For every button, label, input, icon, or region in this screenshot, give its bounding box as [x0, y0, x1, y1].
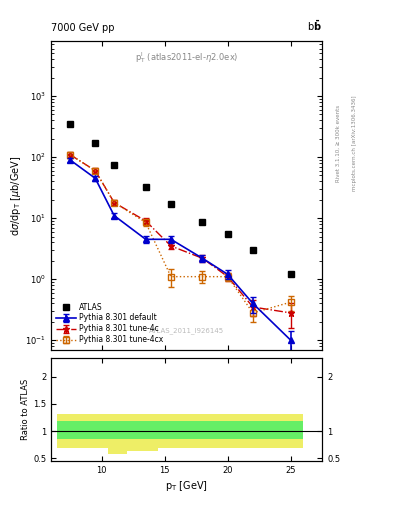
Y-axis label: d$\sigma$/dp$_\mathrm{T}$ [$\mu$b/GeV]: d$\sigma$/dp$_\mathrm{T}$ [$\mu$b/GeV]: [9, 155, 23, 236]
ATLAS: [112, 162, 116, 168]
ATLAS: [93, 140, 97, 146]
Text: Rivet 3.1.10, ≥ 300k events: Rivet 3.1.10, ≥ 300k events: [336, 105, 341, 182]
Text: 7000 GeV pp: 7000 GeV pp: [51, 23, 115, 33]
ATLAS: [288, 271, 293, 278]
Legend: ATLAS, Pythia 8.301 default, Pythia 8.301 tune-4c, Pythia 8.301 tune-4cx: ATLAS, Pythia 8.301 default, Pythia 8.30…: [55, 301, 165, 346]
Text: p$_\mathrm{T}^\mathrm{l}$ (atlas2011-el-$\eta$2.0ex): p$_\mathrm{T}^\mathrm{l}$ (atlas2011-el-…: [135, 50, 239, 65]
ATLAS: [250, 247, 255, 253]
ATLAS: [169, 201, 173, 207]
ATLAS: [143, 184, 148, 190]
Line: ATLAS: ATLAS: [66, 120, 294, 278]
Text: b$\mathbf{\bar{b}}$: b$\mathbf{\bar{b}}$: [307, 19, 322, 33]
Text: mcplots.cern.ch [arXiv:1306.3436]: mcplots.cern.ch [arXiv:1306.3436]: [352, 96, 357, 191]
Y-axis label: Ratio to ATLAS: Ratio to ATLAS: [21, 379, 30, 440]
ATLAS: [68, 121, 72, 127]
ATLAS: [200, 219, 205, 225]
X-axis label: p$_\mathrm{T}$ [GeV]: p$_\mathrm{T}$ [GeV]: [165, 479, 208, 493]
Text: ATLAS_2011_I926145: ATLAS_2011_I926145: [149, 328, 224, 334]
ATLAS: [225, 231, 230, 237]
